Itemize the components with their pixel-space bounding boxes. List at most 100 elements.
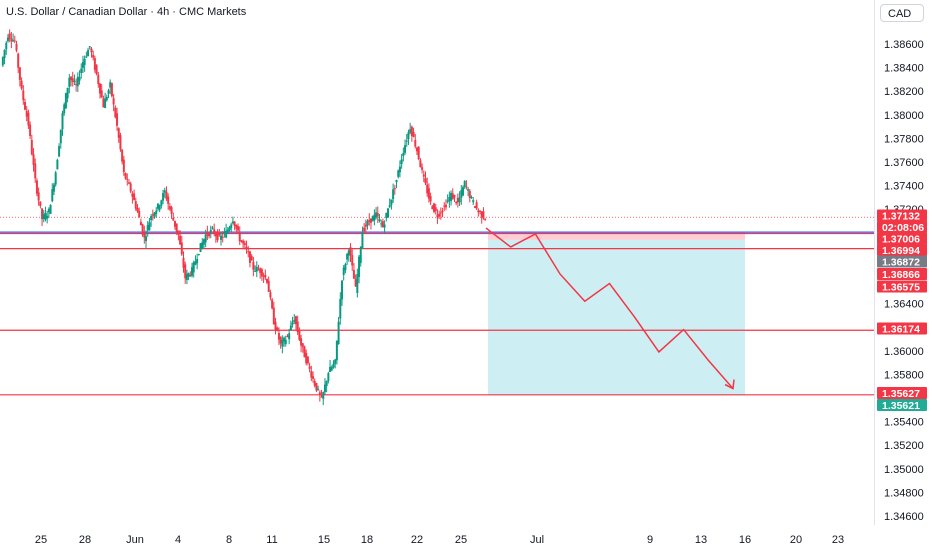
candle-body [238,232,241,242]
candle-body [12,40,15,42]
candle [417,146,420,161]
candle-body [398,166,401,173]
candle-body [204,234,207,243]
candle-body [209,229,212,233]
candle [231,216,234,225]
candle [228,225,231,232]
candle [465,180,468,190]
candle [351,249,354,271]
candle [109,79,112,95]
candle [139,218,142,226]
candle [300,334,303,353]
candle [80,63,83,79]
candle-body [76,76,79,87]
candle-body [259,268,262,273]
candle [61,110,64,136]
candle-body [473,206,476,208]
candle [35,178,38,197]
time-tick-label: 16 [739,534,751,546]
candle-body [317,388,320,390]
candle [206,225,209,241]
candle [352,263,355,279]
candle [364,219,367,234]
candle [376,206,379,224]
candle [165,186,168,201]
price-badge-bg [877,244,927,256]
price-badge-bg [877,255,927,268]
currency-selector[interactable]: CAD [880,4,924,22]
candle-body [323,384,326,393]
candle [49,204,52,215]
candle [284,335,287,347]
candle-body [344,264,347,271]
candle-body [451,193,454,200]
candle-body [95,64,98,75]
candle-body [458,197,461,203]
candle-body [6,37,9,42]
price-badge-label: 1.36994 [882,245,920,257]
price-tick-label: 1.38000 [884,110,924,122]
candle [75,78,78,92]
candle [426,177,429,197]
candle [272,301,275,325]
candle [427,183,430,203]
candle [380,219,383,228]
candle-body [78,77,81,81]
candle [458,191,461,207]
candle-body [346,253,349,260]
time-tick-label: 25 [455,534,467,546]
candle [226,227,229,235]
candle [468,189,471,203]
candle-body [306,356,309,364]
position-zones [488,232,745,396]
candle [151,209,154,221]
candle [59,129,62,149]
candle-body [320,396,323,398]
candle-body [274,321,277,330]
candle-body [25,110,28,117]
candle-body [97,74,100,85]
candle [163,187,166,198]
candle-body [434,207,437,211]
candle [105,94,108,102]
candle [88,46,91,50]
candle [192,260,195,278]
candle-body [158,205,161,210]
candle-body [277,333,280,340]
time-tick-label: 18 [361,534,373,546]
candle [138,207,141,218]
candle-body [54,172,57,185]
candle-body [46,215,49,219]
price-badge-bg [877,232,927,245]
candle-body [482,211,485,219]
candle [330,365,333,372]
candle [412,127,415,138]
candle [66,87,69,103]
price-badge: 1.36994 [877,244,927,257]
candle [32,148,35,172]
candle [286,334,289,338]
candle-body [318,392,321,395]
candle-body [441,211,444,213]
candle [291,316,294,328]
candle-body [286,336,289,338]
time-tick-label: 11 [266,534,277,546]
candle-body [313,380,316,386]
candle [322,391,325,406]
candle [381,218,384,228]
candle [117,127,120,143]
candle [213,223,216,237]
candle-body [68,77,71,87]
candle-body [5,42,8,50]
candle-body [329,366,332,372]
candle [8,29,11,43]
candle [15,40,18,53]
candle-body [49,204,52,214]
candle [461,185,464,197]
candle-body [175,223,178,232]
candle [184,261,187,284]
candle [460,184,463,205]
price-tick-label: 1.38400 [884,63,924,75]
candle [252,257,255,277]
